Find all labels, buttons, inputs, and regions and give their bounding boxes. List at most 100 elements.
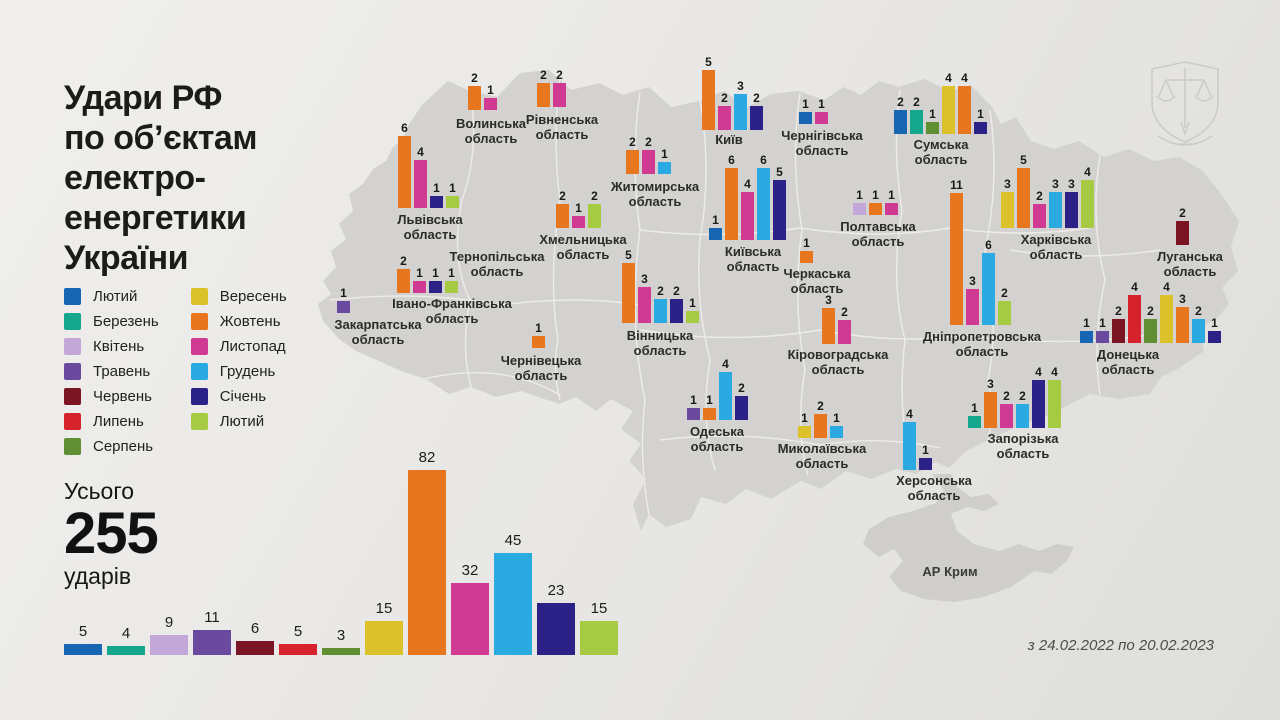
region-bar: 1 [1080, 317, 1093, 343]
region-bar-value: 5 [705, 55, 712, 69]
region-bar-rect [799, 112, 812, 124]
monthly-bar-rect [64, 644, 102, 655]
region-bar-rect [968, 416, 981, 428]
region-bar-rect [687, 408, 700, 420]
region-bar-rect [1017, 168, 1030, 228]
region-bar-rect [654, 299, 667, 323]
region-bar-rect [468, 86, 481, 110]
monthly-bar-value: 6 [250, 620, 260, 637]
region-bar: 11 [950, 179, 963, 325]
region-bar-rect [337, 301, 350, 313]
region-bar: 2 [1112, 305, 1125, 343]
monthly-bar: 3 [322, 627, 360, 655]
region-bar: 2 [814, 400, 827, 438]
region-bar-rect [894, 110, 907, 134]
region-bar-rect [830, 426, 843, 438]
region-label-kyiv-city: Київ [715, 132, 743, 147]
month-label: Лютий [219, 413, 265, 430]
region-bar: 6 [398, 122, 411, 208]
month-label: Березень [93, 313, 159, 330]
month-label: Листопад [219, 338, 286, 355]
region-bar: 1 [709, 214, 722, 240]
region-bar-value: 5 [1020, 153, 1027, 167]
region-bar-value: 1 [416, 266, 423, 280]
region-bar-rect [1081, 180, 1094, 228]
region-bar-value: 3 [737, 79, 744, 93]
region-bar-rect [686, 311, 699, 323]
region-bar-rect [572, 216, 585, 228]
region-bar-value: 5 [776, 165, 783, 179]
region-bar-value: 4 [1163, 280, 1170, 294]
region-bar-value: 4 [945, 71, 952, 85]
region-bar-rect [642, 150, 655, 174]
region-bar: 1 [853, 189, 866, 215]
region-bar-rect [709, 228, 722, 240]
region-bar: 1 [974, 108, 987, 134]
region-bar-rect [1000, 404, 1013, 428]
region-bar-value: 1 [1099, 316, 1106, 330]
region-bar: 1 [799, 98, 812, 124]
region-bar-rect [1080, 331, 1093, 343]
region-bar-value: 2 [1147, 304, 1154, 318]
region-bar-value: 6 [985, 238, 992, 252]
monthly-bar: 15 [365, 600, 403, 655]
region-bar-value: 1 [803, 236, 810, 250]
region-bar-rect [734, 94, 747, 130]
region-bar: 1 [798, 412, 811, 438]
monthly-bar-rect [494, 553, 532, 655]
legend-column-2: Вересень Жовтень Листопад Грудень Січень Люти… [190, 288, 287, 455]
region-bar: 1 [658, 148, 671, 174]
monthly-bar-value: 4 [121, 625, 131, 642]
region-label-sumska: Сумська область [913, 137, 969, 167]
region-bar-value: 4 [906, 407, 913, 421]
region-bar-value: 2 [1019, 389, 1026, 403]
region-bar: 2 [1144, 305, 1157, 343]
region-bar-rect [838, 320, 851, 344]
legend-item: Лютий [190, 413, 287, 430]
region-chart-luhanska: 2 [1176, 207, 1189, 245]
region-bar-value: 4 [961, 71, 968, 85]
region-bar-value: 2 [540, 68, 547, 82]
region-bar: 2 [735, 382, 748, 420]
region-bar: 2 [468, 72, 481, 110]
region-bar-value: 2 [400, 254, 407, 268]
monthly-bar: 9 [150, 614, 188, 655]
region-label-zhytomyrska: Житомирська область [610, 179, 700, 209]
monthly-bar-value: 15 [590, 600, 608, 617]
monthly-bar-rect [408, 470, 446, 655]
region-bar-rect [815, 112, 828, 124]
legend-item: Квітень [64, 338, 159, 355]
region-bar-value: 1 [449, 181, 456, 195]
region-bar-rect [413, 281, 426, 293]
region-bar-rect [1192, 319, 1205, 343]
region-label-chernivetska: Чернівецька область [500, 353, 582, 383]
region-bar: 3 [966, 275, 979, 325]
region-bar-value: 1 [977, 107, 984, 121]
monthly-bar-rect [322, 648, 360, 655]
monthly-bar-rect [279, 644, 317, 655]
month-color-swatch [64, 338, 81, 355]
region-bar: 2 [910, 96, 923, 134]
monthly-bar-value: 15 [375, 600, 393, 617]
region-bar-value: 3 [825, 293, 832, 307]
month-label: Січень [219, 388, 267, 405]
region-bar: 1 [703, 394, 716, 420]
region-bar-rect [869, 203, 882, 215]
region-bar-value: 2 [559, 189, 566, 203]
region-label-chernihivska: Чернігівська область [781, 128, 863, 158]
region-label-khmelnytska: Хмельницька область [539, 232, 627, 262]
region-bar-rect [446, 196, 459, 208]
monthly-bar-value: 23 [547, 582, 565, 599]
region-bar: 1 [430, 182, 443, 208]
region-bar-rect [750, 106, 763, 130]
monthly-bar: 15 [580, 600, 618, 655]
oblast-borders [329, 74, 1161, 521]
region-bar-rect [1049, 192, 1062, 228]
region-bar: 2 [588, 190, 601, 228]
region-bar-value: 3 [1004, 177, 1011, 191]
